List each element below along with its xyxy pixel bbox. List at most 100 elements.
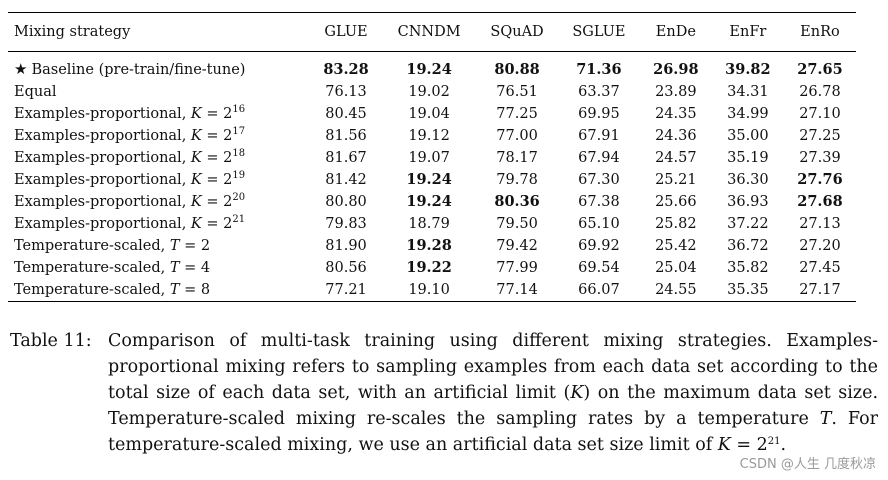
value-cell: 77.99: [496, 260, 538, 276]
watermark: CSDN @人生 几度秋凉: [739, 457, 876, 472]
value-cell: 79.83: [325, 216, 367, 232]
value-cell: 19.24: [406, 60, 452, 78]
strategy-variable: K: [190, 106, 202, 122]
value-cell: 35.82: [727, 260, 769, 276]
table-row: ★ Baseline (pre-train/fine-tune) 83.28 19.2…: [8, 52, 856, 82]
value-cell: 34.99: [727, 106, 769, 122]
value-cell: 27.17: [799, 282, 841, 298]
table-row: Equal 76.13 19.02 76.51 63.37 23.89 34.31 26.78: [8, 81, 856, 103]
value-cell: 79.50: [496, 216, 538, 232]
value-cell: 27.39: [799, 150, 841, 166]
strategy-label: Baseline (pre-train/fine-tune): [31, 62, 246, 78]
strategy-variable: K: [190, 172, 202, 188]
table-row: Examples-proportional, K = 216 80.45 19.04…: [8, 103, 856, 125]
strategy-cell: Examples-proportional, K = 220: [8, 191, 310, 213]
column-header-enfr: EnFr: [729, 24, 767, 40]
strategy-label: Temperature-scaled,: [14, 282, 170, 298]
strategy-exponent: 18: [232, 148, 246, 159]
value-cell: 23.89: [655, 84, 697, 100]
value-cell: 67.38: [578, 194, 620, 210]
value-cell: 81.67: [325, 150, 367, 166]
value-cell: 69.54: [578, 260, 620, 276]
value-cell: 26.78: [799, 84, 841, 100]
column-header-squad: SQuAD: [490, 24, 544, 40]
strategy-label: Temperature-scaled,: [14, 260, 170, 276]
strategy-label: Examples-proportional,: [14, 128, 191, 144]
value-cell: 19.02: [408, 84, 450, 100]
strategy-label: Examples-proportional,: [14, 106, 191, 122]
value-cell: 80.45: [325, 106, 367, 122]
table-caption: Table 11: Comparison of multi-task train…: [10, 328, 878, 458]
caption-text-part: . For temperature-scaled mixing, we use …: [108, 409, 878, 455]
value-cell: 81.90: [325, 238, 367, 254]
table-row: Temperature-scaled, T = 8 77.21 19.10 77.14…: [8, 279, 856, 302]
strategy-label: Examples-proportional,: [14, 216, 191, 232]
strategy-exponent: 19: [232, 170, 246, 181]
strategy-operator: = 2: [201, 172, 233, 188]
value-cell: 19.22: [406, 259, 452, 276]
strategy-exponent: 21: [232, 214, 246, 225]
value-cell: 35.19: [727, 150, 769, 166]
value-cell: 69.92: [578, 238, 620, 254]
value-cell: 36.72: [727, 238, 769, 254]
value-cell: 27.25: [799, 128, 841, 144]
strategy-cell: ★ Baseline (pre-train/fine-tune): [8, 52, 310, 82]
value-cell: 36.93: [727, 194, 769, 210]
strategy-label: Examples-proportional,: [14, 194, 191, 210]
value-cell: 80.56: [325, 260, 367, 276]
strategy-cell: Temperature-scaled, T = 4: [8, 257, 310, 279]
value-cell: 25.42: [655, 238, 697, 254]
value-cell: 19.04: [408, 106, 450, 122]
star-marker: ★: [14, 60, 28, 78]
value-cell: 67.94: [578, 150, 620, 166]
strategy-cell: Temperature-scaled, T = 2: [8, 235, 310, 257]
value-cell: 77.21: [325, 282, 367, 298]
strategy-cell: Examples-proportional, K = 218: [8, 147, 310, 169]
value-cell: 66.07: [578, 282, 620, 298]
strategy-operator: = 8: [179, 282, 211, 298]
strategy-cell: Temperature-scaled, T = 8: [8, 279, 310, 302]
strategy-cell: Examples-proportional, K = 216: [8, 103, 310, 125]
strategy-variable: K: [190, 150, 202, 166]
value-cell: 77.00: [496, 128, 538, 144]
results-table-container: Mixing strategy GLUE CNNDM SQuAD SGLUE EnDe En…: [8, 12, 856, 302]
column-header-ende: EnDe: [655, 24, 696, 40]
strategy-cell: Examples-proportional, K = 221: [8, 213, 310, 235]
table-row: Examples-proportional, K = 217 81.56 19.12…: [8, 125, 856, 147]
caption-text: Comparison of multi-task training using …: [108, 328, 878, 458]
value-cell: 27.45: [799, 260, 841, 276]
table-row: Temperature-scaled, T = 2 81.90 19.28 79.42…: [8, 235, 856, 257]
strategy-label: Equal: [14, 84, 57, 100]
value-cell: 27.65: [797, 60, 843, 78]
caption-text-part: = 2: [730, 435, 768, 455]
value-cell: 18.79: [408, 216, 450, 232]
value-cell: 69.95: [578, 106, 620, 122]
table-row: Examples-proportional, K = 218 81.67 19.07…: [8, 147, 856, 169]
table-body: ★ Baseline (pre-train/fine-tune) 83.28 19.2…: [8, 52, 856, 302]
strategy-operator: = 2: [201, 150, 233, 166]
column-header-sglue: SGLUE: [572, 24, 626, 40]
value-cell: 19.07: [408, 150, 450, 166]
value-cell: 27.20: [799, 238, 841, 254]
caption-text-part: Comparison of multi-task training using …: [108, 331, 878, 403]
caption-label: Table 11:: [10, 331, 92, 351]
table-row: Examples-proportional, K = 221 79.83 18.79…: [8, 213, 856, 235]
column-header-glue: GLUE: [324, 24, 368, 40]
value-cell: 76.13: [325, 84, 367, 100]
value-cell: 24.36: [655, 128, 697, 144]
value-cell: 65.10: [578, 216, 620, 232]
value-cell: 27.68: [797, 193, 843, 210]
caption-text-part: ) on the maximum data set size. Temperat…: [108, 383, 879, 429]
strategy-variable: T: [169, 282, 180, 298]
value-cell: 24.55: [655, 282, 697, 298]
value-cell: 19.10: [408, 282, 450, 298]
strategy-operator: = 2: [201, 106, 233, 122]
column-header-strategy: Mixing strategy: [14, 24, 131, 40]
value-cell: 67.30: [578, 172, 620, 188]
strategy-variable: T: [169, 238, 180, 254]
strategy-cell: Equal: [8, 81, 310, 103]
value-cell: 19.28: [406, 237, 452, 254]
value-cell: 27.13: [799, 216, 841, 232]
strategy-operator: = 2: [179, 238, 211, 254]
value-cell: 34.31: [727, 84, 769, 100]
